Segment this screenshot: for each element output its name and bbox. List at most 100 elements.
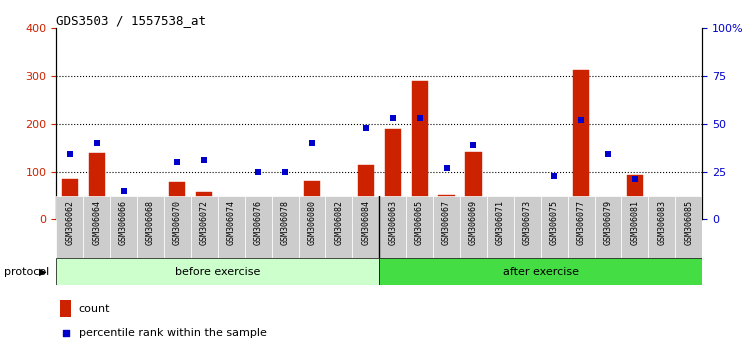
Bar (170, 182, 185, 219)
Bar (466, 152, 481, 219)
Point (656, 213, 668, 218)
Point (602, 152, 614, 157)
Bar (325, 196, 352, 258)
Bar (600, 207, 616, 219)
Bar (164, 196, 191, 258)
Text: GDS3503 / 1557538_at: GDS3503 / 1557538_at (56, 14, 207, 27)
Point (548, 173, 560, 178)
Point (279, 169, 291, 175)
Bar (519, 200, 535, 219)
Text: GSM306076: GSM306076 (254, 200, 263, 245)
Bar (493, 216, 508, 219)
Text: GSM306067: GSM306067 (442, 200, 451, 245)
Point (494, 211, 506, 217)
Bar (622, 196, 648, 258)
Point (414, 115, 426, 121)
Point (252, 169, 264, 175)
Text: after exercise: after exercise (502, 267, 579, 277)
Bar (568, 196, 595, 258)
Point (387, 115, 399, 121)
Bar (546, 200, 562, 219)
Point (333, 207, 345, 213)
Bar (272, 196, 299, 258)
Bar (653, 218, 670, 219)
Text: percentile rank within the sample: percentile rank within the sample (79, 328, 267, 338)
Point (198, 158, 210, 163)
Text: GSM306062: GSM306062 (65, 200, 74, 245)
Bar (218, 196, 245, 258)
Point (521, 199, 533, 205)
Text: ▶: ▶ (39, 267, 47, 277)
Point (629, 177, 641, 182)
Text: GSM306069: GSM306069 (469, 200, 478, 245)
Bar (595, 196, 622, 258)
Text: GSM306068: GSM306068 (146, 200, 155, 245)
Point (441, 165, 453, 171)
Bar (433, 196, 460, 258)
Text: GSM306078: GSM306078 (281, 200, 290, 245)
Bar (330, 218, 347, 219)
Bar (304, 181, 320, 219)
Text: GSM306070: GSM306070 (173, 200, 182, 245)
Bar (245, 196, 272, 258)
Bar (675, 196, 702, 258)
Bar (196, 192, 213, 219)
Bar (60, 300, 71, 317)
Bar (143, 215, 158, 219)
Text: GSM306065: GSM306065 (415, 200, 424, 245)
Bar (357, 165, 374, 219)
Text: GSM306072: GSM306072 (200, 200, 209, 245)
Bar (439, 195, 454, 219)
Bar (56, 196, 83, 258)
Text: GSM306077: GSM306077 (577, 200, 586, 245)
Point (467, 142, 479, 148)
Bar (460, 196, 487, 258)
Point (225, 198, 237, 203)
Bar (385, 129, 401, 219)
Bar (299, 196, 325, 258)
Point (118, 188, 130, 194)
Point (683, 205, 695, 211)
Bar (89, 153, 105, 219)
Text: GSM306084: GSM306084 (361, 200, 370, 245)
Text: GSM306075: GSM306075 (550, 200, 559, 245)
Bar (573, 70, 589, 219)
Bar (250, 204, 266, 219)
Text: GSM306081: GSM306081 (630, 200, 639, 245)
Text: GSM306085: GSM306085 (684, 200, 693, 245)
Text: GSM306066: GSM306066 (119, 200, 128, 245)
Bar (541, 196, 568, 258)
Text: GSM306082: GSM306082 (334, 200, 343, 245)
Bar (277, 204, 293, 219)
Point (306, 140, 318, 146)
Bar (56, 258, 379, 285)
Bar (191, 196, 218, 258)
Bar (62, 179, 78, 219)
Text: GSM306079: GSM306079 (604, 200, 613, 245)
Bar (110, 196, 137, 258)
Bar (680, 217, 697, 219)
Text: GSM306080: GSM306080 (307, 200, 316, 245)
Text: GSM306063: GSM306063 (388, 200, 397, 245)
Point (575, 117, 587, 123)
Text: before exercise: before exercise (175, 267, 261, 277)
Text: GSM306071: GSM306071 (496, 200, 505, 245)
Bar (627, 175, 643, 219)
Bar (116, 212, 131, 219)
Bar (648, 196, 675, 258)
Bar (137, 196, 164, 258)
Bar (379, 196, 406, 258)
Text: GSM306064: GSM306064 (92, 200, 101, 245)
Text: count: count (79, 303, 110, 314)
Bar (379, 258, 702, 285)
Bar (487, 196, 514, 258)
Bar (83, 196, 110, 258)
Bar (352, 196, 379, 258)
Text: GSM306074: GSM306074 (227, 200, 236, 245)
Text: protocol: protocol (4, 267, 49, 277)
Text: GSM306083: GSM306083 (657, 200, 666, 245)
Bar (412, 81, 428, 219)
Point (324, 192, 336, 198)
Point (360, 125, 372, 131)
Bar (514, 196, 541, 258)
